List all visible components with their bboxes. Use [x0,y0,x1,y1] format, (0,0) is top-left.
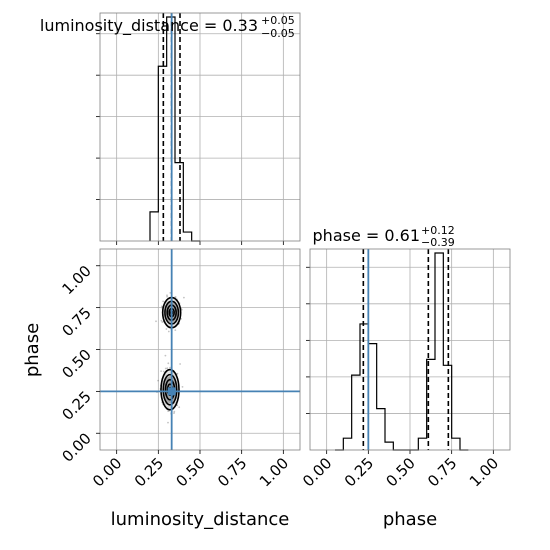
scatter-point-0-175 [155,320,157,323]
contour-line-1-0 [160,368,180,411]
hist-phase-title-sup: +0.12 [421,224,455,237]
scatter-point-1-23 [166,367,169,370]
scatter-point-1-67 [173,410,176,413]
y-tick-label-phase-2: 0.50 [58,346,94,382]
scatter-2d-panel: 0.000.000.000.250.250.250.500.500.500.75… [58,248,502,490]
x-tick-label-phase-3: 0.75 [424,454,460,490]
scatter-point-1-198 [157,379,160,382]
scatter-point-1-17 [178,406,181,409]
x-axis-label-luminosity-distance: luminosity_distance [111,509,290,530]
y-axis-label-phase: phase [22,323,43,377]
hist-luminosity-distance-title: luminosity_distance = 0.33 [40,16,258,36]
hist-luminosity-distance-panel: luminosity_distance = 0.33 +0.05 −0.05 [40,12,301,245]
y-tick-label-phase-3: 0.75 [58,304,94,340]
scatter-point-0-194 [174,329,177,331]
scatter-point-1-99 [162,370,165,373]
scatter-point-1-109 [160,370,163,372]
scatter-point-1-42 [164,354,167,357]
scatter-point-0-18 [169,292,172,294]
scatter-point-1-195 [167,410,169,412]
x-tick-label-ld-2: 0.50 [172,454,208,490]
scatter-point-0-122 [160,319,163,322]
scatter-point-1-41 [173,412,175,414]
scatter-point-0-53 [161,321,164,323]
hist-luminosity-distance-title-sup: +0.05 [261,14,295,27]
y-tick-label-phase-1: 0.25 [58,387,94,423]
scatter-point-1-63 [169,366,172,369]
x-tick-label-phase-4: 1.00 [466,454,502,490]
x-axis-label-phase: phase [383,509,437,530]
hist-luminosity-distance-frame [99,12,301,242]
x-tick-label-phase-0: 0.00 [299,454,335,490]
x-tick-label-phase-1: 0.25 [341,454,377,490]
scatter-point-0-72 [167,330,170,333]
x-tick-label-phase-2: 0.50 [382,454,418,490]
scatter-point-0-184 [166,295,169,298]
scatter-point-0-196 [183,296,185,299]
x-tick-label-ld-3: 0.75 [214,454,250,490]
truth-marker [167,387,176,396]
scatter-point-1-1 [176,372,179,375]
hist-phase-title-sub: −0.39 [421,236,455,249]
hist-phase-frame [309,248,511,451]
y-tick-label-phase-4: 1.00 [58,262,94,298]
scatter-point-1-3 [181,386,184,388]
x-tick-label-ld-0: 0.00 [89,454,125,490]
scatter-point-0-98 [165,328,168,330]
scatter-point-0-159 [161,305,163,308]
hist-phase-panel: phase = 0.61 +0.12 −0.39 [306,224,511,454]
scatter-point-1-147 [167,421,169,424]
hist-luminosity-distance-steps [149,16,200,242]
hist-luminosity-distance-title-sub: −0.05 [261,27,295,40]
x-tick-label-ld-4: 1.00 [256,454,292,490]
hist-phase-title: phase = 0.61 [313,226,420,245]
scatter-point-1-65 [167,362,170,365]
x-tick-label-ld-1: 0.25 [131,454,167,490]
y-tick-label-phase-0: 0.00 [58,429,94,465]
scatter-point-0-189 [166,294,168,297]
scatter-point-1-94 [179,363,182,365]
scatter-point-1-69 [164,367,167,370]
scatter-point-0-106 [162,300,165,303]
contour-line-1-1 [162,373,178,406]
scatter-point-0-177 [174,296,177,298]
